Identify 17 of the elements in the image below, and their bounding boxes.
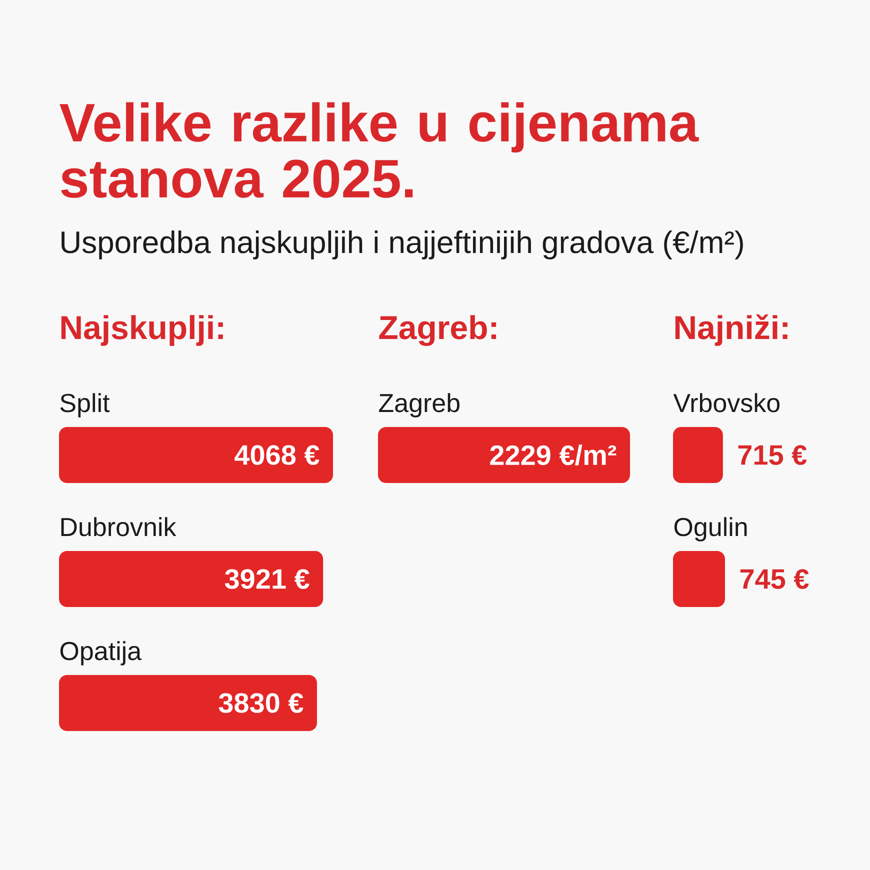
data-label: 715 €	[738, 445, 807, 465]
data-label: 2229 €/m²	[490, 444, 616, 466]
data-label: 3921 €	[224, 569, 310, 589]
chart-title: Najniži:	[675, 314, 788, 346]
text: Usporedba najskupljih i najjeftinijih gradova (€/m²)	[62, 230, 743, 260]
y-tick-label: Ogulin	[674, 517, 747, 542]
y-tick-label: Opatija	[60, 641, 142, 666]
chart-title: Zagreb:	[379, 315, 496, 346]
y-tick-label: Dubrovnik	[61, 517, 176, 536]
data-label: 4068 €	[234, 445, 320, 465]
chart-title: Najskuplji:	[61, 315, 223, 346]
data-label: 3830 €	[218, 693, 304, 713]
data-label: 745 €	[740, 569, 809, 589]
y-tick-label: Split	[60, 393, 110, 418]
text: Velike razlike u cijenama stanova 2025.	[60, 102, 699, 198]
y-tick-label: Zagreb	[379, 393, 460, 418]
y-tick-label: Vrbovsko	[673, 393, 780, 412]
